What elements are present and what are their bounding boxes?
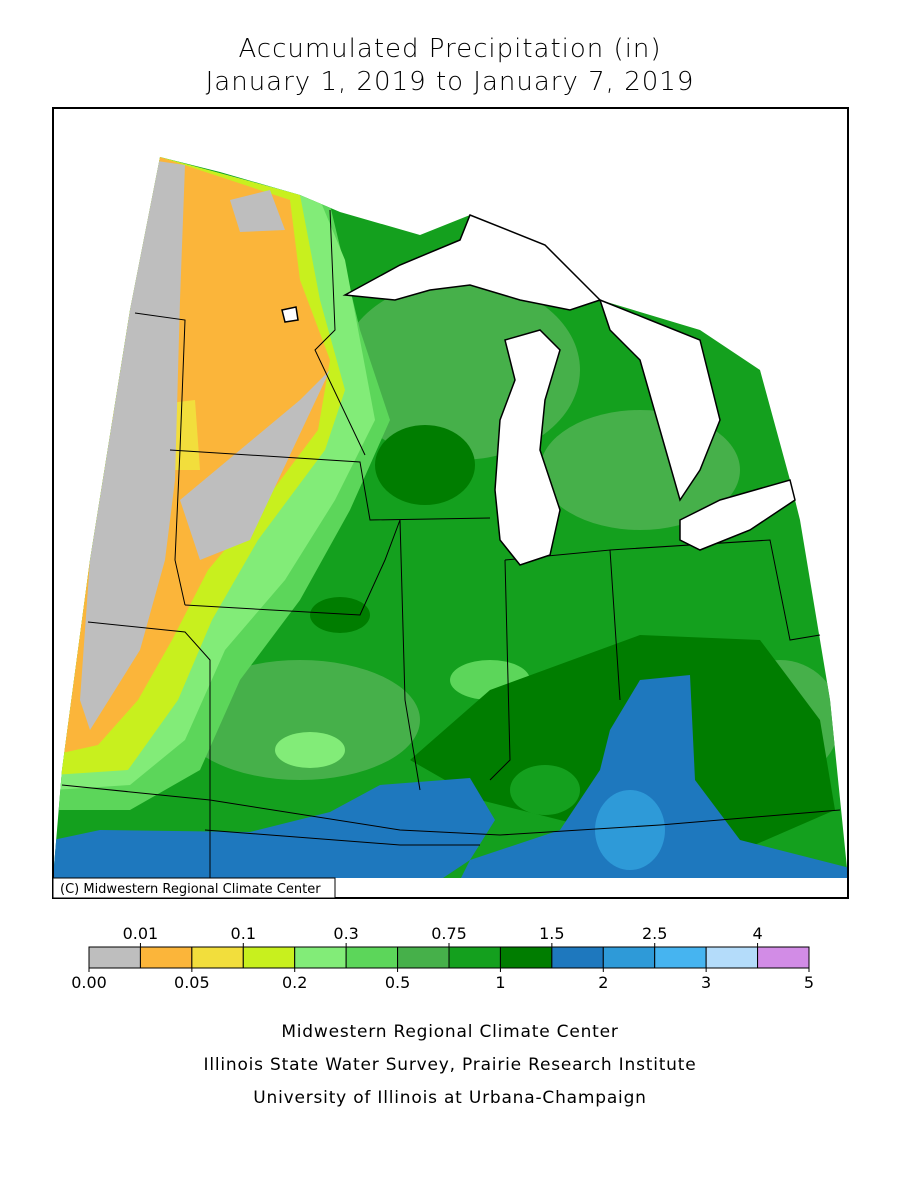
legend-swatch: [602, 946, 656, 969]
legend-swatch: [757, 946, 810, 969]
subtitle: January 1, 2019 to January 7, 2019: [206, 67, 695, 97]
title: Accumulated Precipitation (in): [238, 34, 661, 64]
legend-swatch: [88, 946, 141, 969]
legend-label: 0.5: [385, 973, 410, 992]
legend-label: 0.3: [333, 924, 358, 943]
copyright: (C) Midwestern Regional Climate Center: [60, 882, 321, 897]
legend-label: 0.05: [174, 973, 210, 992]
legend-swatch: [242, 946, 296, 969]
legend-swatch: [499, 946, 553, 969]
legend-label: 5: [804, 973, 814, 992]
legend-swatch: [139, 946, 193, 969]
footer-line: Midwestern Regional Climate Center: [281, 1022, 618, 1042]
legend-label: 0.00: [71, 973, 107, 992]
footer-line: University of Illinois at Urbana-Champai…: [253, 1088, 646, 1108]
legend-label: 2.5: [642, 924, 667, 943]
legend-label: 3: [701, 973, 711, 992]
legend-label: 0.2: [282, 973, 307, 992]
legend-label: 0.01: [123, 924, 159, 943]
state-lines: [61, 209, 841, 880]
legend-label: 0.75: [431, 924, 467, 943]
legend-label: 1.5: [539, 924, 564, 943]
legend-swatch: [294, 946, 347, 969]
legend-swatch: [191, 946, 244, 969]
legend: 0.00 0.01 0.05 0.1 0.2 0.3 0.5 0.75 1 1.5 2 2.5 3 4 5: [71, 924, 814, 992]
map-frame: [52, 107, 849, 899]
legend-swatch: [551, 946, 604, 969]
legend-swatch: [345, 946, 399, 969]
legend-label: 2: [598, 973, 608, 992]
legend-label: 4: [752, 924, 762, 943]
legend-label: 1: [495, 973, 505, 992]
footer-line: Illinois State Water Survey, Prairie Res…: [204, 1055, 697, 1075]
lakes: [281, 214, 796, 566]
legend-label: 0.1: [231, 924, 256, 943]
copyright-box: [52, 877, 336, 899]
legend-swatch: [397, 946, 450, 969]
legend-swatch: [448, 946, 501, 969]
legend-swatch: [705, 946, 759, 969]
map: (C) Midwestern Regional Climate Center: [52, 107, 849, 899]
legend-swatch: [654, 946, 707, 969]
